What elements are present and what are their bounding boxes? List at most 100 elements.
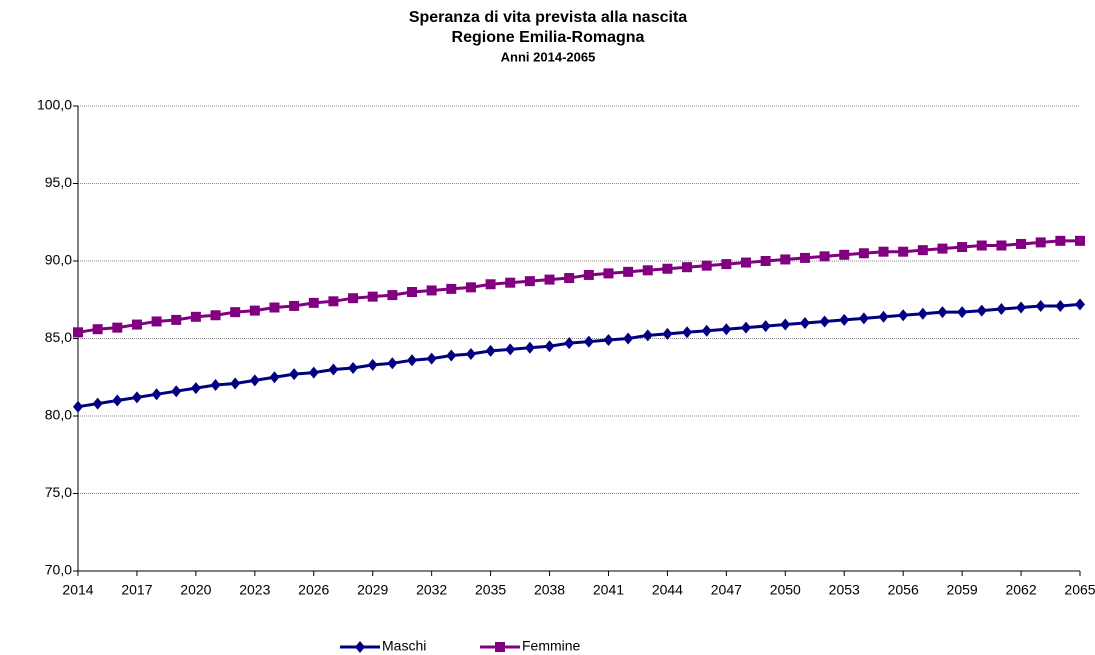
marker (131, 391, 142, 404)
marker (878, 310, 889, 323)
marker (407, 287, 417, 297)
marker (190, 382, 201, 395)
chart-subtitle: Regione Emilia-Romagna (452, 29, 645, 46)
marker (780, 254, 791, 265)
series-line (77, 302, 1081, 409)
marker (73, 327, 83, 338)
x-tick-label: 2035 (475, 582, 506, 598)
marker (623, 332, 634, 345)
x-tick-label: 2026 (298, 582, 329, 598)
marker (465, 282, 476, 293)
x-tick-label: 2062 (1005, 582, 1036, 598)
marker (976, 240, 987, 251)
marker (151, 316, 162, 327)
marker (367, 291, 378, 302)
marker (642, 329, 653, 342)
marker (917, 245, 928, 256)
marker (465, 348, 476, 360)
x-tick-label: 2053 (829, 582, 860, 598)
marker (878, 246, 889, 257)
marker (839, 249, 850, 260)
marker (210, 310, 221, 321)
marker (171, 314, 182, 325)
marker (544, 340, 555, 353)
legend-marker (355, 641, 365, 653)
marker (741, 321, 751, 334)
marker (937, 306, 948, 319)
marker (996, 303, 1007, 316)
y-tick-label: 75,0 (45, 484, 72, 500)
y-tick-label: 90,0 (45, 252, 72, 268)
marker (387, 357, 398, 370)
marker (151, 388, 162, 401)
marker (937, 243, 948, 254)
x-tick-label: 2014 (62, 582, 93, 598)
marker (308, 366, 319, 379)
marker (1035, 237, 1046, 248)
marker (426, 285, 437, 296)
marker (269, 302, 280, 313)
legend-marker (495, 642, 505, 652)
x-tick-label: 2041 (593, 582, 624, 598)
marker (819, 315, 830, 328)
marker (976, 304, 987, 317)
marker (603, 268, 614, 279)
marker (348, 361, 359, 374)
marker (524, 341, 535, 354)
marker (249, 374, 260, 387)
x-tick-label: 2017 (121, 582, 152, 598)
x-tick-label: 2020 (180, 582, 211, 598)
marker (1016, 238, 1027, 249)
marker (544, 274, 555, 285)
marker (73, 400, 83, 413)
y-tick-label: 100,0 (37, 97, 72, 113)
marker (210, 379, 221, 391)
marker (957, 242, 968, 253)
marker (780, 318, 791, 331)
y-tick-label: 85,0 (45, 329, 72, 345)
legend-label: Femmine (522, 638, 581, 654)
marker (623, 266, 634, 277)
marker (603, 334, 614, 347)
marker (898, 309, 909, 322)
marker (819, 251, 830, 262)
marker (662, 327, 673, 340)
x-tick-label: 2023 (239, 582, 270, 598)
marker (760, 256, 771, 266)
marker (799, 252, 810, 263)
marker (505, 277, 516, 288)
marker (682, 262, 693, 273)
marker (1075, 235, 1085, 246)
x-tick-label: 2065 (1064, 582, 1095, 598)
marker (348, 293, 359, 304)
marker (858, 248, 869, 259)
marker (269, 371, 280, 384)
marker (1055, 235, 1066, 246)
x-tick-label: 2029 (357, 582, 388, 598)
marker (682, 326, 693, 339)
marker (131, 319, 142, 330)
marker (760, 320, 771, 333)
x-tick-label: 2056 (888, 582, 919, 598)
marker (839, 313, 850, 326)
marker (407, 354, 417, 367)
marker (1075, 298, 1085, 311)
marker (230, 377, 241, 390)
marker (426, 352, 437, 365)
marker (721, 323, 732, 336)
marker (858, 312, 869, 325)
marker (367, 358, 378, 371)
marker (583, 335, 594, 348)
x-tick-label: 2032 (416, 582, 447, 598)
marker (583, 269, 594, 280)
marker (917, 307, 928, 320)
marker (92, 397, 103, 410)
marker (662, 263, 673, 274)
marker (446, 349, 457, 362)
marker (701, 260, 712, 271)
marker (92, 324, 103, 335)
y-tick-label: 80,0 (45, 407, 72, 423)
marker (446, 283, 457, 294)
marker (328, 363, 339, 376)
marker (799, 317, 810, 329)
